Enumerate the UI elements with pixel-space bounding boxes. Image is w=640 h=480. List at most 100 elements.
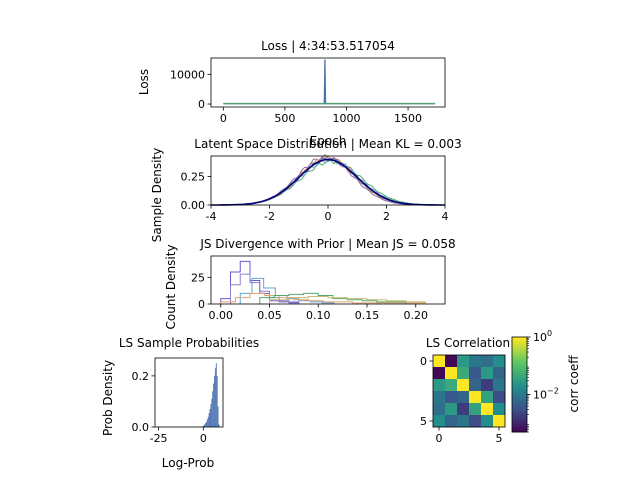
js-ytick-label: 0 — [198, 298, 205, 311]
probs-bar — [215, 363, 217, 427]
probs-panel: LS Sample Probabilities -25 0 0.0 0.2 Prob … — [101, 336, 259, 470]
corr-cell — [481, 415, 494, 428]
latent-ytick-label: 0.25 — [181, 171, 206, 184]
colorbar-segment — [512, 346, 527, 350]
colorbar-segment — [512, 415, 527, 419]
probs-bar — [204, 424, 206, 427]
colorbar-segment — [512, 356, 527, 359]
colorbar-segment — [512, 417, 527, 421]
colorbar-segment — [512, 413, 527, 416]
js-xtick-label: 0.20 — [404, 309, 429, 322]
colorbar-frame — [511, 336, 528, 433]
loss-ylabel: Loss — [137, 69, 151, 95]
latent-plot-area: -4 -2 0 2 4 0.00 0.25 — [181, 154, 449, 223]
probs-bar — [206, 421, 207, 427]
latent-xtick-label: -4 — [206, 210, 217, 223]
corr-cell — [469, 391, 482, 404]
probs-bar — [209, 409, 211, 427]
corr-cell — [445, 403, 458, 416]
probs-axes-frame — [154, 357, 224, 428]
corr-cell — [433, 355, 446, 368]
colorbar-segment — [512, 422, 527, 426]
colorbar-segment — [512, 377, 527, 381]
colorbar-segment — [512, 337, 527, 340]
corr-cell — [457, 379, 470, 392]
colorbar-segment — [512, 389, 527, 393]
corr-colorbar-label: corr coeff — [567, 355, 581, 413]
colorbar-segment — [512, 405, 527, 409]
probs-bar — [212, 391, 214, 427]
probs-bar — [207, 416, 209, 427]
js-axes-frame — [210, 255, 446, 305]
js-xtick-label: 0.00 — [209, 309, 234, 322]
probs-bar — [208, 412, 210, 427]
colorbar-segment — [512, 344, 527, 347]
js-xtick-label: 0.10 — [306, 309, 331, 322]
colorbar-segment — [512, 353, 527, 357]
colorbar-segment — [512, 396, 527, 400]
corr-xtick-label: 5 — [496, 432, 503, 445]
latent-prior-line — [211, 158, 445, 206]
probs-bar — [203, 425, 205, 427]
corr-cell — [481, 379, 494, 392]
colorbar-segment — [512, 339, 527, 343]
corr-axes-frame — [432, 354, 506, 428]
corr-title: LS Correlation — [426, 336, 510, 350]
loss-xtick-label: 0 — [220, 112, 227, 125]
colorbar-segment — [512, 398, 527, 402]
probs-bar — [216, 375, 218, 427]
corr-cell — [433, 379, 446, 392]
corr-cell — [469, 367, 482, 380]
colorbar-segment — [512, 351, 527, 355]
corr-cell — [445, 379, 458, 392]
probs-ylabel: Prob Density — [101, 360, 115, 436]
corr-cell — [457, 403, 470, 416]
loss-xtick-label: 1000 — [332, 112, 360, 125]
colorbar-segment — [512, 391, 527, 395]
corr-cell — [481, 391, 494, 404]
corr-cell — [469, 403, 482, 416]
corr-cell — [433, 403, 446, 416]
colorbar-segment — [512, 360, 527, 364]
colorbar-segment — [512, 410, 527, 414]
corr-cell — [493, 415, 506, 428]
corr-cell — [433, 391, 446, 404]
colorbar-tick-label: 10−2 — [533, 387, 559, 402]
loss-axes-frame — [210, 57, 446, 108]
latent-title: Latent Space Distribution | Mean KL = 0.… — [194, 137, 461, 151]
colorbar-segment — [512, 382, 527, 385]
colorbar-segment — [512, 424, 527, 428]
corr-cell — [457, 355, 470, 368]
colorbar-segment — [512, 363, 527, 366]
colorbar-segment — [512, 429, 527, 433]
corr-cell — [493, 391, 506, 404]
corr-cell — [493, 367, 506, 380]
probs-xtick-label: 0 — [200, 432, 207, 445]
probs-ytick-label: 0.2 — [132, 370, 150, 383]
corr-cell — [445, 415, 458, 428]
colorbar-segment — [512, 375, 527, 378]
js-histogram-5 — [269, 296, 426, 304]
corr-cell — [445, 367, 458, 380]
probs-bar — [214, 375, 215, 427]
latent-xtick-label: -2 — [264, 210, 275, 223]
colorbar-segment — [512, 341, 527, 345]
latent-ytick-label: 0.00 — [181, 199, 206, 212]
corr-cell — [481, 355, 494, 368]
corr-cell — [481, 367, 494, 380]
loss-xlabel: Epoch — [310, 134, 347, 148]
colorbar-segment — [512, 365, 527, 369]
corr-ytick-label: 5 — [420, 415, 427, 428]
probs-bar — [213, 383, 215, 427]
probs-plot-area: -25 0 0.0 0.2 — [132, 357, 224, 445]
loss-plot-area: 0 500 1000 1500 0 10000 — [170, 57, 446, 125]
colorbar-tick-label: 100 — [533, 329, 552, 344]
corr-cell — [433, 415, 446, 428]
probs-bar — [218, 424, 220, 427]
js-panel: JS Divergence with Prior | Mean JS = 0.0… — [164, 237, 456, 330]
colorbar-segment — [512, 386, 527, 390]
js-ylabel: Count Density — [164, 244, 178, 329]
probs-title: LS Sample Probabilities — [119, 336, 259, 350]
corr-colorbar: 100 10−2 — [511, 329, 559, 433]
corr-plot-area: 0 505 — [420, 354, 506, 445]
